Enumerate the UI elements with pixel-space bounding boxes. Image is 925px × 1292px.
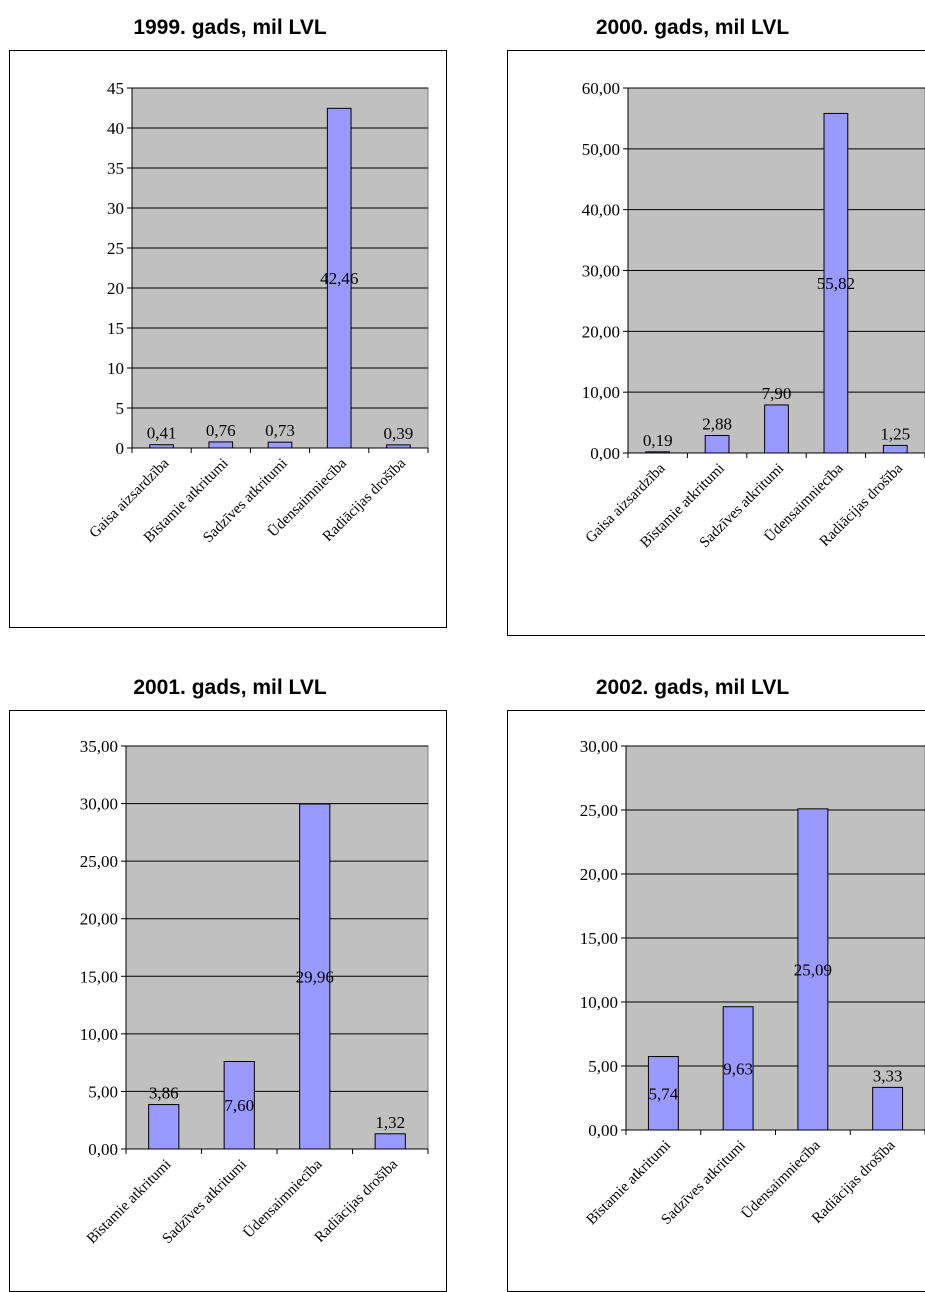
data-label: 0,19 [643,431,673,450]
bar [797,808,829,1131]
data-label: 25,09 [794,960,832,979]
bar [208,441,234,449]
y-tick-label: 20 [107,279,124,298]
data-label: 1,25 [880,424,910,443]
y-tick-label: 30,00 [582,262,620,281]
chart-title-2002: 2002. gads, mil LVL [595,676,790,699]
category-label: Radiācijas drošība [809,1137,899,1227]
chart-svg-2002: 0,005,0010,0015,0020,0025,0030,005,74Bīs… [580,737,925,1229]
y-tick-label: 10,00 [80,1025,118,1044]
y-tick-label: 15,00 [80,967,118,986]
data-label: 42,46 [320,269,358,288]
y-tick-label: 10 [107,359,124,378]
y-tick-label: 35 [107,159,124,178]
category-label: Ūdensaimniecība [241,1156,326,1241]
y-tick-label: 40 [107,119,124,138]
y-tick-label: 25,00 [80,852,118,871]
chart-svg-2000: 0,0010,0020,0030,0040,0050,0060,000,19Ga… [582,79,925,551]
y-tick-label: 0 [116,439,125,458]
bar [267,441,293,449]
chart-svg-2001: 0,00 5,00 10,00 15,00 20,00 25,00 30,00 35,00 3,… [80,737,429,1248]
y-tick-label: 5 [116,399,125,418]
bar [764,404,789,454]
chart-panel-2000: 2000. gads, mil LVL 0,00 10,00 20,00 30,00 4… [460,0,925,640]
bar [647,1056,679,1131]
y-tick-label: 45 [107,79,124,98]
chart-title-2001: 2001. gads, mil LVL [133,676,327,699]
y-tick-label: 30,00 [580,737,618,756]
y-tick-label: 25 [107,239,124,258]
data-label: 29,96 [296,968,334,987]
data-label: 2,88 [702,414,732,433]
data-label: 5,74 [649,1084,679,1103]
bar [645,451,671,454]
category-label: Ūdensaimniecība [739,1137,824,1222]
y-tick-label: 15,00 [580,929,618,948]
chart-title-1999: 1999. gads, mil LVL [133,16,327,39]
data-label: 55,82 [817,274,855,293]
y-tick-label: 40,00 [582,201,620,220]
bar [299,803,331,1150]
category-label: Sadzīves atkritumi [658,1138,749,1229]
bar [704,434,730,454]
y-tick-label: 30 [107,199,124,218]
data-label: 3,33 [873,1066,903,1085]
bar [386,444,411,449]
plot-area [125,745,429,1150]
y-tick-label: 50,00 [582,140,620,159]
bar [326,107,352,449]
bar [149,444,174,449]
data-label: 0,73 [265,421,295,440]
bar [872,1086,904,1131]
bar [148,1104,180,1150]
y-tick-label: 0,00 [88,1140,118,1159]
data-label: 9,63 [723,1059,753,1078]
chart-title-2000: 2000. gads, mil LVL [595,16,790,39]
y-tick-label: 10,00 [580,993,618,1012]
data-label: 0,76 [206,421,236,440]
y-tick-label: 0,00 [590,444,620,463]
data-label: 3,86 [149,1084,179,1103]
data-label: 1,32 [375,1113,405,1132]
bar [722,1006,754,1131]
y-tick-label: 30,00 [80,795,118,814]
data-label: 7,60 [224,1096,254,1115]
chart-panel-2001: 2001. gads, mil LVL 0,00 5,00 10,00 15,00 20… [0,660,460,1292]
y-tick-label: 15 [107,319,124,338]
bar [823,112,849,454]
chart-panel-2002: 2002. gads, mil LVL 0,00 5,00 10,00 15,00 20… [460,660,925,1292]
data-label: 7,90 [762,384,792,403]
data-label: 0,39 [384,424,414,443]
y-tick-label: 5,00 [588,1057,618,1076]
data-label: 0,41 [147,424,177,443]
chart-panel-1999: 1999. gads, mil LVL 0 5 10 15 20 25 30 35 40 45 0,… [0,0,460,640]
y-tick-label: 20,00 [582,322,620,341]
y-tick-label: 20,00 [80,910,118,929]
y-tick-label: 20,00 [580,865,618,884]
category-label: Radiācijas drošība [312,1156,402,1246]
plot-area [131,87,429,449]
bar [223,1060,255,1150]
y-tick-label: 35,00 [80,737,118,756]
y-tick-label: 60,00 [582,79,620,98]
category-label: Sadzīves atkritumi [160,1157,251,1248]
y-tick-label: 0,00 [588,1121,618,1140]
bar [882,444,908,454]
y-tick-label: 25,00 [580,801,618,820]
bar [374,1133,406,1150]
y-tick-label: 10,00 [582,383,620,402]
y-tick-label: 5,00 [88,1082,118,1101]
